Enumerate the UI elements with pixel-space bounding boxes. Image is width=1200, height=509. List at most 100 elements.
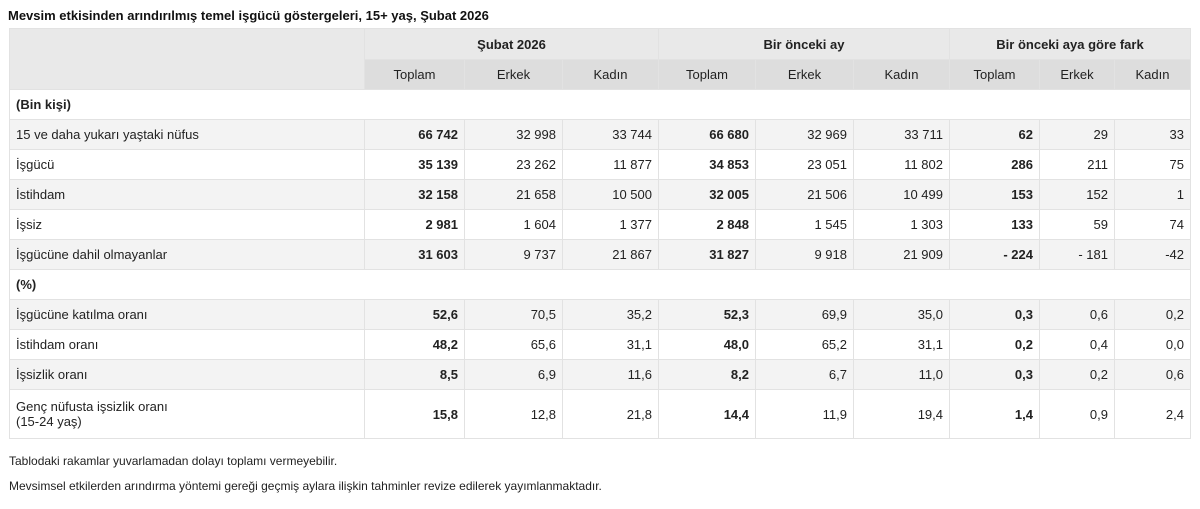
section-label: (%) [9, 269, 1191, 300]
cell: 33 711 [853, 119, 950, 150]
cell: -42 [1114, 239, 1191, 270]
cell: 34 853 [658, 149, 756, 180]
cell: 0,0 [1114, 329, 1191, 360]
cell: 0,6 [1039, 299, 1115, 330]
cell: 29 [1039, 119, 1115, 150]
row-label: İşgücüne katılma oranı [9, 299, 365, 330]
cell: 31,1 [562, 329, 659, 360]
cell: 10 499 [853, 179, 950, 210]
cell: 0,3 [949, 359, 1040, 390]
cell: 23 051 [755, 149, 854, 180]
cell: 11 877 [562, 149, 659, 180]
table-row: İstihdam 32 158 21 658 10 500 32 005 21 … [9, 179, 1191, 210]
row-label: İşsiz [9, 209, 365, 240]
subheader-male: Erkek [464, 59, 563, 90]
cell: 35,2 [562, 299, 659, 330]
cell: 0,2 [1114, 299, 1191, 330]
corner-header [9, 28, 365, 90]
cell: 2,4 [1114, 389, 1191, 439]
table-row: İşgücüne katılma oranı 52,6 70,5 35,2 52… [9, 299, 1191, 330]
table-row: İşgücüne dahil olmayanlar 31 603 9 737 2… [9, 239, 1191, 270]
cell: 1,4 [949, 389, 1040, 439]
cell: 1 [1114, 179, 1191, 210]
cell: 48,0 [658, 329, 756, 360]
cell: 19,4 [853, 389, 950, 439]
group-header-previous: Bir önceki ay [658, 28, 950, 60]
cell: 23 262 [464, 149, 563, 180]
labour-indicators-table: Şubat 2026 Bir önceki ay Bir önceki aya … [9, 28, 1191, 439]
section-label: (Bin kişi) [9, 89, 1191, 120]
cell: 66 742 [364, 119, 465, 150]
row-label: Genç nüfusta işsizlik oranı (15-24 yaş) [9, 389, 365, 439]
cell: 0,2 [949, 329, 1040, 360]
subheader-male: Erkek [1039, 59, 1115, 90]
subheader-female: Kadın [562, 59, 659, 90]
table-row: İstihdam oranı 48,2 65,6 31,1 48,0 65,2 … [9, 329, 1191, 360]
footnote-rounding: Tablodaki rakamlar yuvarlamadan dolayı t… [9, 454, 338, 468]
cell: 33 [1114, 119, 1191, 150]
cell: 0,3 [949, 299, 1040, 330]
cell: 65,6 [464, 329, 563, 360]
section-row: (%) [9, 269, 1191, 300]
cell: - 181 [1039, 239, 1115, 270]
cell: 65,2 [755, 329, 854, 360]
cell: 1 303 [853, 209, 950, 240]
group-header-difference: Bir önceki aya göre fark [949, 28, 1191, 60]
cell: 32 998 [464, 119, 563, 150]
cell: 70,5 [464, 299, 563, 330]
cell: 21 867 [562, 239, 659, 270]
row-label: 15 ve daha yukarı yaştaki nüfus [9, 119, 365, 150]
cell: 31 827 [658, 239, 756, 270]
cell: 11,6 [562, 359, 659, 390]
subheader-total: Toplam [949, 59, 1040, 90]
row-label: İşsizlik oranı [9, 359, 365, 390]
cell: 33 744 [562, 119, 659, 150]
cell: 8,2 [658, 359, 756, 390]
cell: 11,9 [755, 389, 854, 439]
section-row: (Bin kişi) [9, 89, 1191, 120]
cell: 11 802 [853, 149, 950, 180]
cell: 0,2 [1039, 359, 1115, 390]
cell: 286 [949, 149, 1040, 180]
row-label: İşgücüne dahil olmayanlar [9, 239, 365, 270]
cell: 32 969 [755, 119, 854, 150]
footnote-revision: Mevsimsel etkilerden arındırma yöntemi g… [9, 479, 602, 493]
cell: - 224 [949, 239, 1040, 270]
cell: 1 377 [562, 209, 659, 240]
cell: 32 005 [658, 179, 756, 210]
row-label: İstihdam oranı [9, 329, 365, 360]
cell: 211 [1039, 149, 1115, 180]
cell: 11,0 [853, 359, 950, 390]
row-label-line1: Genç nüfusta işsizlik oranı [16, 399, 168, 414]
cell: 35 139 [364, 149, 465, 180]
cell: 8,5 [364, 359, 465, 390]
cell: 1 604 [464, 209, 563, 240]
subheader-total: Toplam [364, 59, 465, 90]
cell: 74 [1114, 209, 1191, 240]
subheader-female: Kadın [853, 59, 950, 90]
cell: 62 [949, 119, 1040, 150]
cell: 133 [949, 209, 1040, 240]
subheader-total: Toplam [658, 59, 756, 90]
cell: 10 500 [562, 179, 659, 210]
cell: 0,6 [1114, 359, 1191, 390]
cell: 9 918 [755, 239, 854, 270]
cell: 31,1 [853, 329, 950, 360]
row-label: İstihdam [9, 179, 365, 210]
cell: 2 981 [364, 209, 465, 240]
cell: 48,2 [364, 329, 465, 360]
table-title: Mevsim etkisinden arındırılmış temel işg… [8, 8, 489, 23]
table-row: İşsizlik oranı 8,5 6,9 11,6 8,2 6,7 11,0… [9, 359, 1191, 390]
cell: 69,9 [755, 299, 854, 330]
cell: 21,8 [562, 389, 659, 439]
subheader-female: Kadın [1114, 59, 1191, 90]
cell: 35,0 [853, 299, 950, 330]
cell: 75 [1114, 149, 1191, 180]
cell: 6,9 [464, 359, 563, 390]
cell: 2 848 [658, 209, 756, 240]
cell: 21 658 [464, 179, 563, 210]
cell: 152 [1039, 179, 1115, 210]
table-row: İşsiz 2 981 1 604 1 377 2 848 1 545 1 30… [9, 209, 1191, 240]
subheader-row: Toplam Erkek Kadın Toplam Erkek Kadın To… [10, 59, 1191, 90]
